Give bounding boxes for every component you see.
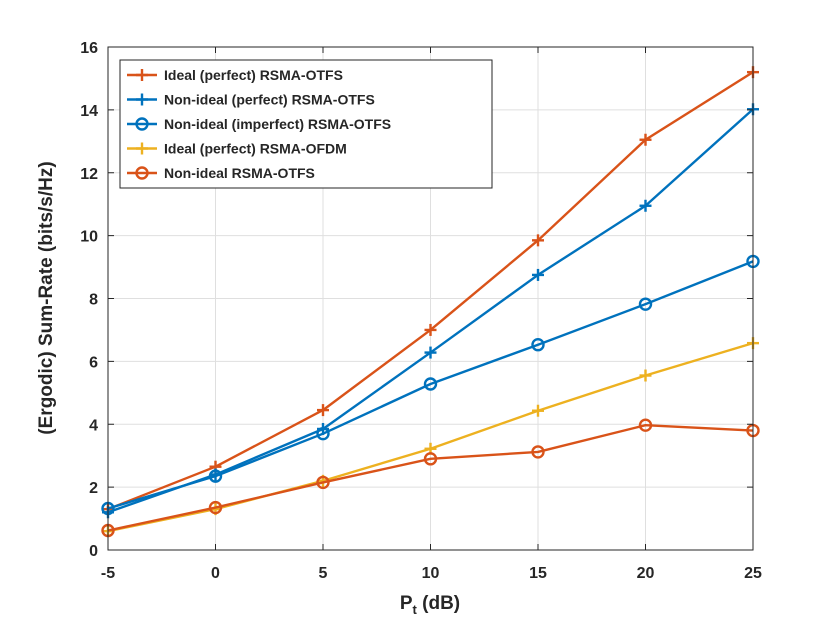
x-tick-label: -5 bbox=[101, 565, 115, 582]
data-point bbox=[316, 426, 330, 441]
data-point bbox=[424, 323, 437, 336]
series-line bbox=[107, 423, 754, 532]
legend: Ideal (perfect) RSMA-OTFS Non-ideal (perf… bbox=[119, 59, 493, 189]
data-point bbox=[317, 404, 329, 417]
data-point bbox=[532, 404, 544, 417]
data-point bbox=[639, 369, 652, 382]
legend-entry-1: Ideal (perfect) RSMA-OTFS bbox=[127, 67, 343, 83]
data-point bbox=[532, 234, 544, 247]
data-point bbox=[639, 133, 652, 146]
data-point bbox=[639, 199, 652, 212]
y-tick-label: 14 bbox=[80, 103, 98, 120]
x-axis-title: Pt (dB) bbox=[400, 593, 460, 617]
x-tick-label: 15 bbox=[529, 565, 547, 582]
y-tick-label: 2 bbox=[89, 480, 98, 497]
y-tick-label: 6 bbox=[89, 354, 98, 371]
legend-label: Ideal (perfect) RSMA-OTFS bbox=[164, 67, 343, 83]
x-tick-label: 20 bbox=[637, 565, 655, 582]
legend-entry-3: Non-ideal (imperfect) RSMA-OTFS bbox=[127, 116, 391, 132]
legend-label: Non-ideal RSMA-OTFS bbox=[164, 165, 315, 181]
series-3 bbox=[101, 254, 760, 516]
legend-marker bbox=[136, 93, 148, 106]
legend-marker bbox=[136, 142, 148, 155]
data-point bbox=[532, 268, 544, 281]
data-point bbox=[638, 418, 653, 432]
legend-marker bbox=[136, 69, 148, 81]
y-tick-label: 16 bbox=[80, 40, 98, 57]
x-axis-title-rest: (dB) bbox=[417, 593, 460, 614]
x-axis-title-subscript: t bbox=[413, 602, 418, 617]
data-point bbox=[424, 346, 437, 359]
legend-label: Non-ideal (perfect) RSMA-OTFS bbox=[164, 92, 375, 108]
data-point bbox=[638, 297, 653, 311]
y-tick-label: 4 bbox=[89, 417, 98, 434]
legend-marker bbox=[135, 117, 149, 131]
legend-entry-5: Non-ideal RSMA-OTFS bbox=[127, 165, 315, 181]
y-tick-label: 10 bbox=[80, 229, 98, 246]
legend-box bbox=[119, 59, 493, 189]
y-tick-label: 12 bbox=[80, 166, 98, 183]
x-axis-title-main: P bbox=[400, 593, 413, 614]
x-tick-label: 10 bbox=[422, 565, 440, 582]
data-point bbox=[316, 475, 330, 490]
x-tick-label: 25 bbox=[744, 565, 762, 582]
legend-label: Non-ideal (imperfect) RSMA-OTFS bbox=[164, 116, 391, 132]
data-point bbox=[208, 500, 223, 515]
x-tick-label: 0 bbox=[211, 565, 220, 582]
series-layer bbox=[101, 66, 760, 538]
legend-marker bbox=[135, 166, 149, 180]
y-tick-label: 0 bbox=[89, 543, 98, 560]
series-line bbox=[107, 260, 754, 510]
data-point bbox=[531, 338, 545, 352]
legend-entry-4: Ideal (perfect) RSMA-OFDM bbox=[127, 141, 347, 157]
data-point bbox=[423, 452, 438, 466]
y-tick-label: 8 bbox=[89, 292, 98, 309]
legend-label: Ideal (perfect) RSMA-OFDM bbox=[164, 141, 347, 157]
data-point bbox=[423, 377, 438, 391]
y-axis-title: (Ergodic) Sum-Rate (bits/s/Hz) bbox=[36, 161, 57, 434]
x-tick-label: 5 bbox=[319, 565, 328, 582]
data-point bbox=[531, 445, 545, 459]
data-point bbox=[208, 469, 223, 483]
legend-entry-2: Non-ideal (perfect) RSMA-OTFS bbox=[127, 92, 375, 108]
